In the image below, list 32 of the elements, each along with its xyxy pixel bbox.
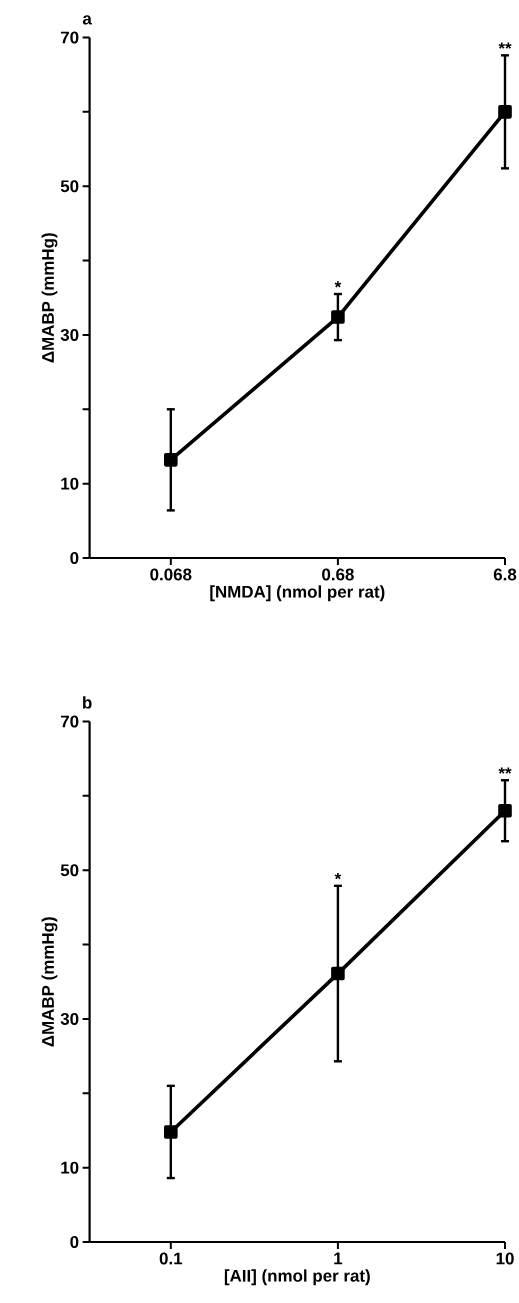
chart-title: a (82, 15, 92, 25)
x-tick-label: 6.8 (493, 568, 517, 581)
x-tick-label: 10 (496, 1252, 514, 1265)
y-axis-title: ΔMABP (mmHg) (41, 233, 58, 363)
y-tick-label: 10 (61, 1161, 79, 1174)
y-tick-label: 50 (60, 864, 79, 877)
y-tick-label: 70 (60, 31, 79, 44)
annotation: ** (498, 767, 512, 774)
x-axis-title: [NMDA] (nmol per rat) (210, 585, 385, 602)
y-tick-label: 0 (70, 1236, 79, 1248)
point (331, 310, 345, 324)
y-tick-label: 30 (60, 328, 79, 341)
y-tick-label: 70 (60, 715, 79, 728)
annotation: * (334, 281, 342, 288)
y-tick-label: 0 (70, 551, 79, 564)
y-tick-label: 10 (61, 477, 79, 490)
point (331, 966, 345, 981)
point (498, 803, 512, 818)
y-tick-label: 30 (60, 1012, 79, 1025)
chart-title: b (83, 696, 92, 709)
point (164, 453, 178, 467)
x-axis-title: [AII] (nmol per rat) (224, 1269, 370, 1286)
x-tick-label: 0.68 (322, 568, 354, 581)
y-tick-label: 50 (60, 180, 79, 193)
x-tick-label: 0.1 (159, 1252, 183, 1265)
annotation: ** (498, 42, 512, 49)
annotation: * (334, 872, 342, 880)
point (498, 105, 512, 119)
x-tick-label: 0.068 (150, 568, 192, 581)
point (164, 1125, 178, 1139)
y-axis-title: ΔMABP (mmHg) (41, 917, 58, 1047)
x-tick-label: 1 (334, 1252, 343, 1265)
